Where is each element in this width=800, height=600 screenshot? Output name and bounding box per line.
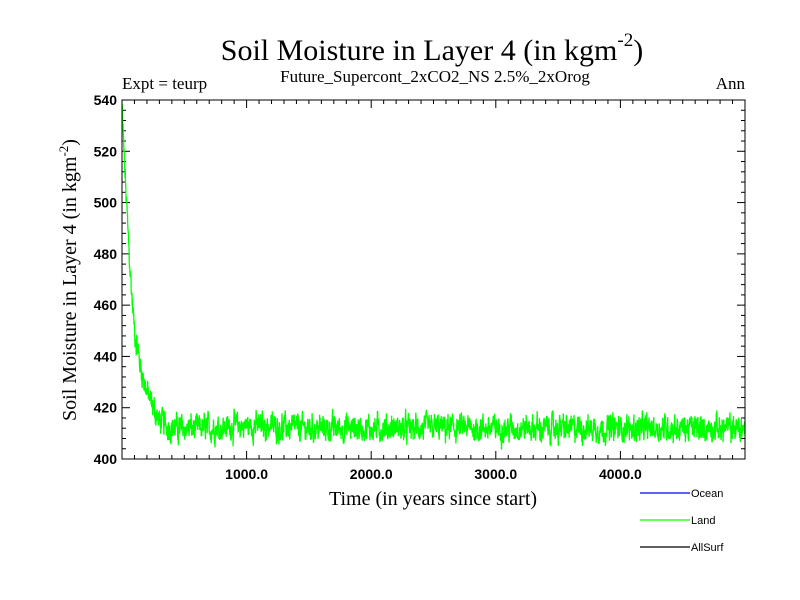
y-tick-label: 400: [94, 451, 118, 467]
x-tick-label: 3000.0: [474, 466, 517, 482]
experiment-note: Expt = teurp: [122, 74, 207, 93]
y-tick-label: 440: [94, 348, 118, 364]
y-axis-label: Soil Moisture in Layer 4 (in kgm-2): [56, 139, 81, 421]
legend-label-ocean: Ocean: [691, 488, 723, 500]
plot-frame: [121, 99, 746, 460]
y-tick-label: 420: [94, 400, 118, 416]
y-tick-label: 520: [94, 143, 118, 159]
y-axis: 400 420 440 460 480 500 520 540: [94, 92, 745, 467]
chart-subtitle: Future_Supercont_2xCO2_NS 2.5%_2xOrog: [280, 67, 590, 86]
y-tick-label: 480: [94, 246, 118, 262]
y-tick-label: 500: [94, 195, 118, 211]
legend-label-allsurf: AllSurf: [691, 542, 724, 554]
chart-title: Soil Moisture in Layer 4 (in kgm-2): [221, 30, 643, 67]
legend: Ocean Land AllSurf: [640, 488, 724, 554]
y-tick-label: 540: [94, 92, 118, 108]
x-axis: 1000.0 2000.0 3000.0 4000.0: [133, 100, 734, 482]
x-tick-label: 2000.0: [350, 466, 393, 482]
x-tick-label: 1000.0: [225, 466, 268, 482]
legend-label-land: Land: [691, 515, 715, 527]
series-line-land: [122, 104, 745, 450]
x-axis-label: Time (in years since start): [329, 488, 537, 510]
period-note: Ann: [716, 74, 746, 93]
x-tick-label: 4000.0: [599, 466, 642, 482]
y-tick-label: 460: [94, 297, 118, 313]
